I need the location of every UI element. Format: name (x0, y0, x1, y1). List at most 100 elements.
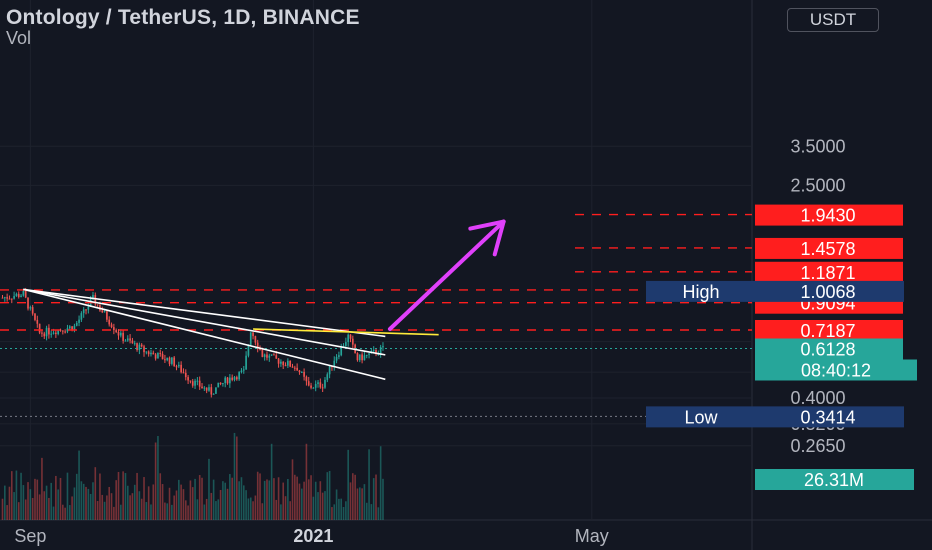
projection-arrow[interactable] (387, 219, 506, 331)
currency-button[interactable]: USDT (787, 8, 879, 32)
volume-bar (41, 457, 43, 520)
volume-bar (324, 491, 326, 520)
volume-bar (224, 482, 227, 520)
candle-body (363, 355, 366, 361)
candle-body (270, 354, 273, 356)
volume-bar (365, 502, 368, 520)
volume-bar (340, 498, 343, 520)
volume-bar (352, 473, 354, 520)
time-axis[interactable]: Sep 2021 May (14, 526, 608, 546)
candle-body (296, 367, 298, 371)
candle-body (210, 387, 213, 395)
candle-body (119, 332, 122, 336)
volume-bar (328, 470, 331, 520)
volume-bar (205, 498, 208, 520)
candle-body (298, 370, 301, 373)
volume-bar (196, 499, 199, 520)
candle-body (231, 377, 234, 380)
volume-bars (1, 432, 384, 520)
candle-body (305, 376, 308, 382)
candle-body (215, 387, 217, 394)
candle-body (249, 332, 252, 345)
candle-body (266, 354, 268, 358)
volume-bar (78, 450, 80, 520)
volume-bar (231, 477, 233, 520)
x-tick-label: 2021 (293, 526, 333, 546)
volume-bar (256, 471, 259, 520)
y-tick-label: 3.5000 (790, 136, 845, 156)
volume-bar (1, 498, 4, 520)
volume-bar (15, 470, 18, 520)
volume-bar (259, 473, 261, 520)
volume-bar (233, 432, 236, 520)
volume-bar (17, 502, 20, 520)
price-axis[interactable]: 3.50002.50000.65000.50000.40000.32000.26… (646, 136, 917, 490)
level-badge (755, 237, 903, 259)
candle-body (252, 332, 254, 337)
candle-body (382, 346, 384, 348)
volume-bar (8, 486, 11, 520)
volume-bar (115, 480, 117, 520)
candle-body (201, 386, 203, 389)
volume-bar (103, 501, 106, 520)
volume-bar (126, 485, 129, 520)
level-badge (755, 204, 903, 226)
candle-body (314, 383, 317, 388)
candle-body (219, 382, 222, 384)
volume-bar (89, 493, 92, 520)
resistance-line[interactable] (253, 328, 439, 336)
candle-body (198, 380, 201, 387)
level-lines (0, 213, 752, 417)
volume-bar (173, 495, 175, 520)
projection-arrow-head[interactable] (468, 219, 506, 257)
candle-body (273, 354, 275, 356)
candle-body (113, 327, 115, 331)
candle-body (245, 355, 247, 370)
low-label: Low (684, 407, 718, 427)
volume-bar (312, 496, 315, 520)
volume-bar (45, 485, 48, 520)
candle-body (10, 298, 13, 300)
volume-bar (217, 499, 220, 520)
volume-bar (157, 436, 159, 520)
candle-body (333, 360, 336, 368)
volume-indicator-label[interactable]: Vol (6, 28, 32, 48)
volume-bar (226, 488, 229, 520)
candle-body (173, 357, 176, 367)
level-label: 1.9430 (800, 206, 855, 226)
volume-bar (110, 493, 113, 520)
candle-body (212, 393, 215, 395)
trendline[interactable] (23, 288, 386, 381)
volume-bar (314, 481, 317, 520)
candle-body (154, 354, 157, 359)
candle-body (43, 333, 46, 337)
candle-body (66, 328, 69, 332)
high-value: 1.0068 (800, 282, 855, 302)
trendline[interactable] (23, 288, 386, 338)
candle-body (319, 382, 322, 388)
candle-body (208, 387, 210, 391)
volume-bar (154, 442, 157, 520)
volume-bar (50, 482, 53, 520)
candle-body (36, 319, 39, 324)
trendline[interactable] (23, 288, 386, 356)
candle-body (238, 372, 240, 380)
candle-body (303, 371, 305, 377)
volume-bar (298, 483, 301, 520)
volume-bar (94, 467, 97, 520)
volume-bar (108, 486, 111, 520)
candle-body (140, 344, 143, 347)
candle-body (335, 356, 338, 361)
volume-bar (321, 492, 324, 520)
volume-bar (87, 488, 90, 520)
candle-body (259, 348, 261, 350)
volume-bar (377, 507, 380, 520)
candle-body (3, 297, 6, 299)
chart-title: Ontology / TetherUS, 1D, BINANCE (6, 6, 360, 29)
countdown-badge (755, 359, 917, 381)
volume-value-label: 26.31M (804, 470, 864, 490)
candle-body (375, 349, 377, 355)
candle-body (55, 332, 57, 335)
volume-bar (27, 482, 29, 520)
